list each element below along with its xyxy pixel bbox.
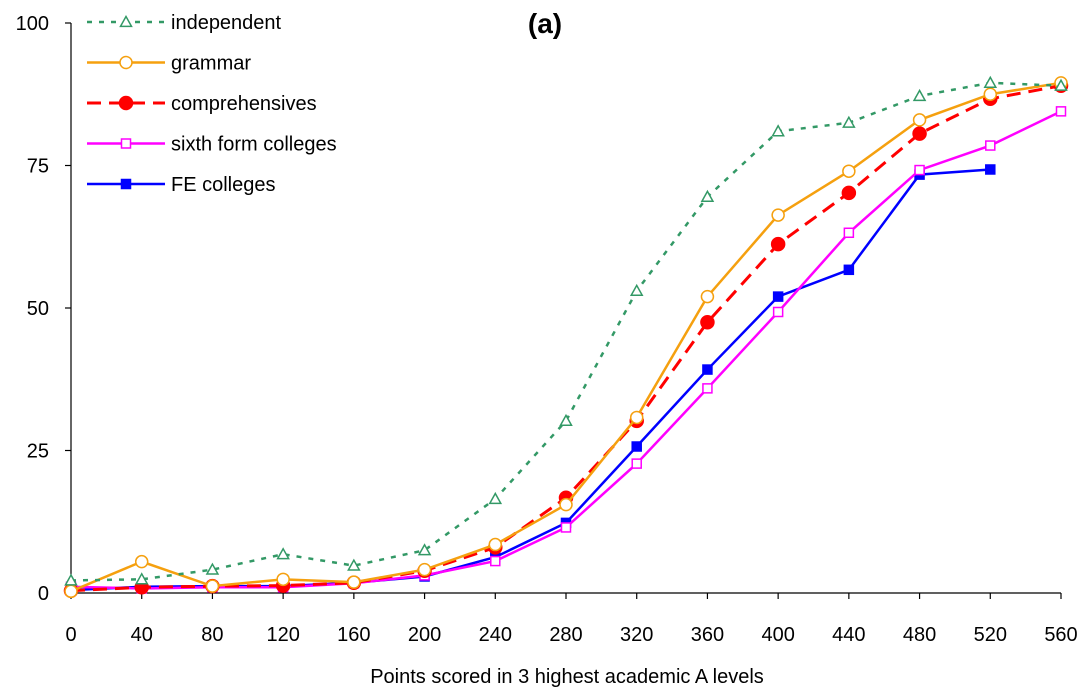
data-point xyxy=(64,573,78,586)
legend-label: grammar xyxy=(171,53,251,75)
data-point xyxy=(205,579,220,593)
data-point xyxy=(912,113,927,127)
data-point xyxy=(912,88,927,102)
data-point xyxy=(843,264,855,276)
series-line xyxy=(70,81,1062,593)
data-point xyxy=(771,208,785,222)
data-point xyxy=(629,283,644,297)
y-tick-label: 25 xyxy=(27,441,49,463)
x-tick-label: 40 xyxy=(131,624,153,646)
data-point xyxy=(700,189,715,202)
y-tick-label: 0 xyxy=(38,583,49,605)
x-tick-label: 480 xyxy=(903,624,936,646)
x-tick-label: 200 xyxy=(408,624,441,646)
data-point xyxy=(347,575,361,589)
series-line xyxy=(70,84,1062,593)
data-point xyxy=(559,413,573,427)
x-tick-label: 520 xyxy=(974,624,1007,646)
data-point xyxy=(841,185,857,201)
legend-item: grammar xyxy=(87,53,251,75)
x-tick-label: 560 xyxy=(1044,624,1077,646)
data-point xyxy=(134,554,149,569)
data-point xyxy=(631,441,642,452)
legend-label: independent xyxy=(171,12,282,34)
x-tick-label: 360 xyxy=(691,624,724,646)
x-tick-label: 280 xyxy=(549,624,582,646)
data-point xyxy=(631,458,642,469)
data-point xyxy=(560,522,572,533)
y-tick-label: 100 xyxy=(16,13,49,35)
data-point xyxy=(629,410,644,425)
legend-item: comprehensives xyxy=(87,93,317,115)
x-tick-label: 400 xyxy=(761,624,794,646)
data-point xyxy=(770,236,786,252)
legend-item: sixth form colleges xyxy=(87,134,337,156)
legend-marker xyxy=(119,14,133,28)
data-point xyxy=(488,537,503,552)
axes: 0 25 50 75 100 0 40 80 120 160 200 240 280 320 360 400 4… xyxy=(16,13,1078,646)
legend-item: independent xyxy=(87,12,282,34)
x-tick-label: 240 xyxy=(479,624,512,646)
data-point xyxy=(842,164,856,178)
series-independent xyxy=(64,75,1068,586)
x-tick-label: 120 xyxy=(266,624,299,646)
y-tick-label: 50 xyxy=(27,298,49,320)
series-group xyxy=(63,75,1069,599)
data-point xyxy=(702,364,713,375)
data-point xyxy=(772,306,784,318)
x-tick-label: 160 xyxy=(337,624,370,646)
legend-marker xyxy=(119,55,133,70)
chart-title: (a) xyxy=(528,8,562,39)
data-point xyxy=(347,558,361,571)
series-FE-colleges xyxy=(65,164,996,596)
data-point xyxy=(417,543,432,556)
legend-label: sixth form colleges xyxy=(171,134,337,156)
data-point xyxy=(276,547,290,560)
data-point xyxy=(702,383,713,394)
series-line xyxy=(70,81,1062,582)
data-point xyxy=(417,562,432,577)
data-point xyxy=(912,126,927,141)
data-point xyxy=(559,497,573,512)
data-point xyxy=(490,555,501,567)
data-point xyxy=(700,289,715,304)
x-tick-label: 80 xyxy=(201,624,223,646)
data-point xyxy=(843,227,855,239)
legend-label: FE colleges xyxy=(171,174,276,196)
data-point xyxy=(772,291,784,302)
data-point xyxy=(914,164,925,176)
x-tick-label: 320 xyxy=(620,624,653,646)
data-point xyxy=(1054,78,1068,91)
data-point xyxy=(985,164,996,175)
x-tick-label: 440 xyxy=(832,624,865,646)
legend-item: FE colleges xyxy=(87,174,276,196)
data-point xyxy=(276,572,290,587)
data-point xyxy=(700,315,715,330)
y-tick-label: 75 xyxy=(27,156,49,178)
data-point xyxy=(488,491,503,505)
legend-marker xyxy=(120,138,132,149)
legend-label: comprehensives xyxy=(171,93,317,115)
legend-marker xyxy=(118,95,134,111)
series-grammar xyxy=(64,76,1068,599)
data-point xyxy=(64,584,78,599)
data-point xyxy=(1055,106,1067,117)
data-point xyxy=(983,75,998,88)
data-point xyxy=(985,140,996,151)
data-point xyxy=(205,562,220,575)
legend: independent grammar comprehensives sixth fo… xyxy=(87,12,337,196)
data-point xyxy=(842,115,856,128)
data-point xyxy=(771,124,785,137)
legend-marker xyxy=(120,178,132,190)
x-tick-label: 0 xyxy=(65,624,76,646)
x-axis-label: Points scored in 3 highest academic A le… xyxy=(370,666,764,688)
data-point xyxy=(983,87,998,101)
data-point xyxy=(134,572,149,585)
